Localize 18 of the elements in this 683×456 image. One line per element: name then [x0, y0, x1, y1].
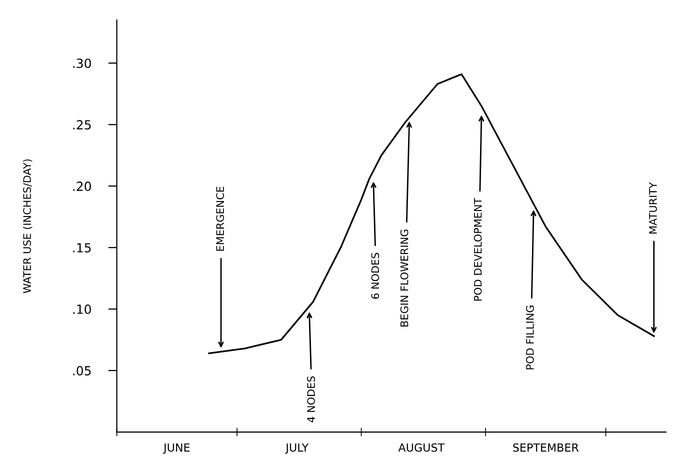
y-tick-label: .25 [73, 120, 91, 130]
annotation: POD DEVELOPMENT [474, 198, 482, 301]
x-tick-label: JUNE [162, 443, 190, 454]
annotation: 4 NODES [307, 376, 315, 422]
annotation: 6 NODES [371, 252, 380, 299]
x-tick-label: SEPTEMBER [513, 443, 579, 452]
x-tick-label: AUGUST [398, 443, 445, 452]
annotation: MATURITY [649, 182, 657, 234]
y-tick-label: .20 [73, 182, 91, 191]
annotation: BEGIN FLOWERING [400, 230, 408, 326]
y-tick-label: .15 [73, 243, 91, 252]
y-tick-label: .10 [73, 304, 91, 314]
y-tick-label: .30 [73, 58, 91, 68]
y-tick-label: .05 [73, 366, 91, 376]
y-axis-title: WATER USE (INCHES/DAY) [22, 159, 32, 294]
annotation: EMERGENCE [216, 186, 224, 251]
x-tick-label: JULY [285, 443, 309, 454]
annotation: POD FILLING [526, 306, 534, 370]
